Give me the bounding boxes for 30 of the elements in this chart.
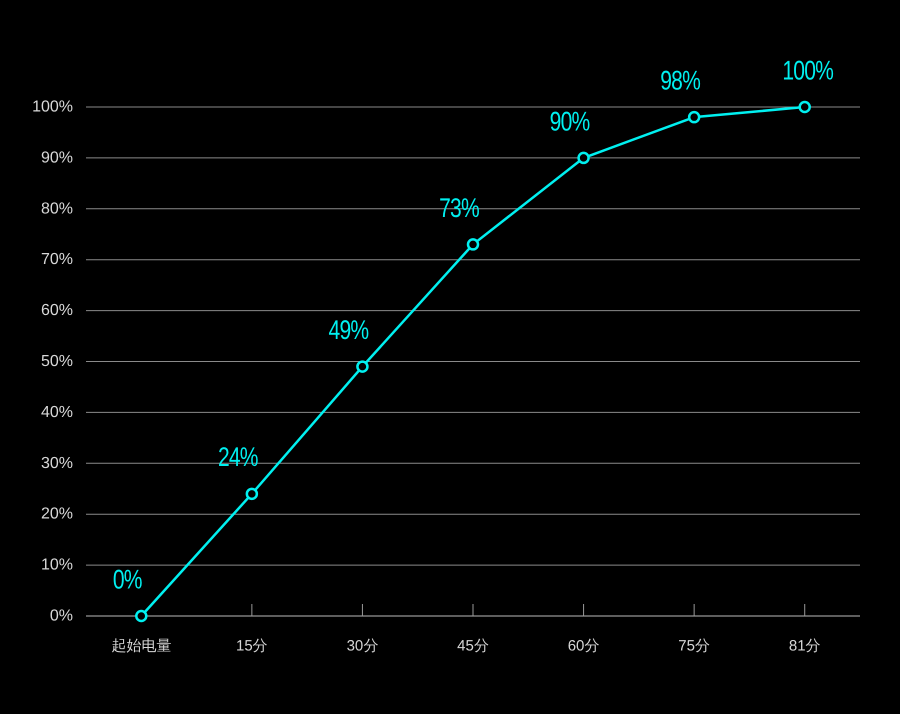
x-tick-label: 60分 xyxy=(568,638,600,654)
data-label: 98% xyxy=(660,66,700,96)
data-label: 49% xyxy=(328,316,369,346)
y-tick-label: 90% xyxy=(40,149,73,166)
point xyxy=(135,610,148,622)
point xyxy=(356,360,369,373)
y-tick-label: 30% xyxy=(40,454,73,472)
data-label: 100% xyxy=(782,56,834,86)
x-tick-label: 起始电量 xyxy=(111,638,172,654)
y-tick-label: 20% xyxy=(40,506,73,523)
data-label: 90% xyxy=(550,106,590,137)
point xyxy=(688,110,700,124)
y-tick-label: 10% xyxy=(40,556,73,574)
point xyxy=(798,100,811,114)
y-tick-label: 40% xyxy=(40,404,73,421)
y-tick-label: 50% xyxy=(40,353,73,370)
x-tick-label: 15分 xyxy=(236,638,268,654)
y-tick-label: 100% xyxy=(32,98,73,116)
y-tick-label: 60% xyxy=(40,302,73,320)
y-tick-label: 0% xyxy=(50,608,73,624)
point xyxy=(466,238,480,251)
data-label: 0% xyxy=(112,564,142,596)
x-tick-label: 45分 xyxy=(457,638,489,654)
point xyxy=(577,152,590,164)
x-tick-label: 30分 xyxy=(346,638,378,654)
point xyxy=(246,488,258,500)
y-tick-label: 70% xyxy=(40,251,73,268)
y-tick-label: 80% xyxy=(40,200,73,218)
x-tick-label: 75分 xyxy=(678,638,710,654)
x-tick-label: 81分 xyxy=(788,638,821,654)
